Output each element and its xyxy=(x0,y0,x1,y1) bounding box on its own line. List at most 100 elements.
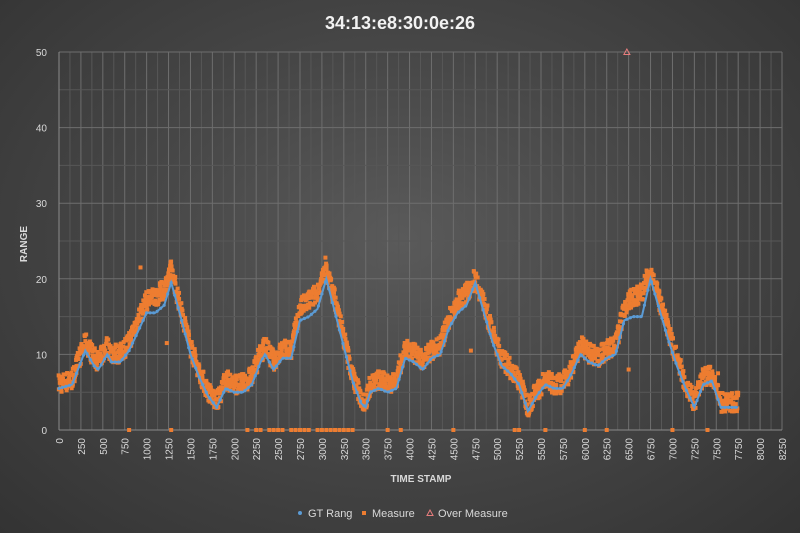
gt-point xyxy=(709,379,713,383)
measure-point xyxy=(329,277,334,282)
gt-point xyxy=(292,345,296,349)
measure-point xyxy=(213,401,218,406)
measure-point xyxy=(356,380,361,385)
measure-point xyxy=(147,290,152,295)
measure-point xyxy=(316,298,321,303)
measure-point xyxy=(656,292,661,297)
measure-point xyxy=(69,386,74,391)
measure-point xyxy=(465,280,470,285)
measure-point xyxy=(359,397,364,402)
measure-point xyxy=(600,356,605,361)
legend-over-measure-label: Over Measure xyxy=(438,508,508,520)
gt-point xyxy=(204,390,208,394)
measure-point xyxy=(247,366,252,371)
measure-zero-point xyxy=(582,428,587,432)
measure-point xyxy=(496,348,501,353)
measure-point xyxy=(440,334,445,339)
measure-point xyxy=(140,307,145,312)
measure-point xyxy=(517,386,522,391)
measure-point xyxy=(191,353,196,358)
measure-point xyxy=(67,374,72,379)
measure-point xyxy=(629,297,634,302)
x-tick-label: 2000 xyxy=(230,438,241,461)
measure-point xyxy=(622,313,627,318)
measure-point xyxy=(692,401,697,406)
x-tick-label: 1500 xyxy=(186,438,197,461)
measure-point xyxy=(520,379,525,384)
measure-point xyxy=(574,345,579,350)
gt-point xyxy=(642,303,647,307)
measure-point xyxy=(169,264,174,269)
measure-point xyxy=(121,340,126,345)
measure-point xyxy=(201,369,206,374)
legend-marker-over-measure xyxy=(426,508,434,516)
measure-point xyxy=(419,351,424,356)
measure-point xyxy=(446,321,451,326)
measure-point xyxy=(318,290,323,295)
measure-point xyxy=(253,368,258,373)
gt-point xyxy=(435,353,440,358)
measure-point xyxy=(140,316,145,321)
measure-point xyxy=(135,325,140,330)
gt-point xyxy=(649,280,654,284)
gt-point xyxy=(376,387,380,391)
measure-point xyxy=(65,371,70,376)
gt-point xyxy=(299,318,303,322)
measure-point xyxy=(352,386,357,391)
gt-point xyxy=(176,306,180,310)
measure-point xyxy=(708,364,713,369)
gt-point xyxy=(215,405,219,409)
measure-point xyxy=(657,289,662,294)
gt-point xyxy=(639,315,643,319)
measure-point xyxy=(164,287,169,292)
gt-point xyxy=(509,372,513,377)
measure-point xyxy=(456,300,461,305)
x-tick-label: 5750 xyxy=(559,438,570,461)
measure-point xyxy=(113,345,118,350)
gt-point xyxy=(348,369,352,373)
gt-point xyxy=(439,350,443,354)
measure-point xyxy=(264,352,269,357)
x-tick-label: 4500 xyxy=(449,438,460,461)
measure-point xyxy=(177,290,182,295)
measure-point xyxy=(566,382,571,387)
measure-point xyxy=(574,355,579,360)
measure-point xyxy=(485,303,490,308)
measure-point xyxy=(721,409,726,414)
measure-point xyxy=(184,330,189,335)
measure-point xyxy=(439,332,444,337)
gt-point xyxy=(506,369,510,373)
measure-point xyxy=(475,275,480,280)
measure-point xyxy=(623,301,628,306)
measure-point xyxy=(670,336,675,341)
measure-point xyxy=(159,295,164,300)
gt-point xyxy=(572,366,576,370)
measure-point xyxy=(669,343,674,348)
measure-point xyxy=(192,347,197,352)
measure-point xyxy=(341,326,346,331)
measure-point xyxy=(246,383,251,388)
measure-point xyxy=(212,393,217,398)
gt-point xyxy=(586,359,590,363)
measure-point xyxy=(283,344,288,349)
gt-point xyxy=(565,379,569,383)
gt-point xyxy=(653,292,657,296)
measure-point xyxy=(651,273,656,278)
measure-point xyxy=(554,383,559,388)
gt-point xyxy=(57,386,61,391)
x-tick-label: 1750 xyxy=(208,438,219,461)
measure-point xyxy=(395,372,400,377)
measure-point xyxy=(298,308,303,313)
measure-point xyxy=(635,299,640,304)
measure-point xyxy=(218,399,223,404)
gt-point xyxy=(656,304,661,308)
measure-point xyxy=(118,353,123,358)
measure-point xyxy=(259,354,264,359)
measure-point xyxy=(481,301,486,306)
measure-point xyxy=(173,291,178,296)
x-tick-label: 6750 xyxy=(647,438,658,461)
gt-point xyxy=(295,330,299,334)
measure-point xyxy=(725,395,730,400)
gt-point xyxy=(576,358,580,362)
